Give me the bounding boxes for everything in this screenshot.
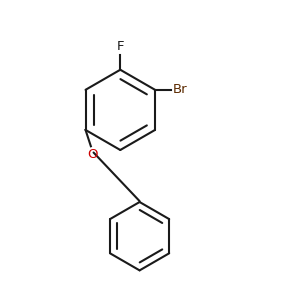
Text: O: O: [87, 148, 97, 161]
Text: Br: Br: [172, 83, 187, 96]
Text: F: F: [116, 40, 124, 53]
